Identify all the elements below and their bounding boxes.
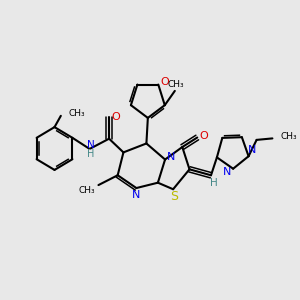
Text: O: O (111, 112, 120, 122)
Text: O: O (199, 131, 208, 141)
Text: N: N (132, 190, 140, 200)
Text: N: N (86, 140, 94, 150)
Text: CH₃: CH₃ (78, 186, 95, 195)
Text: CH₃: CH₃ (280, 131, 297, 140)
Text: N: N (248, 145, 256, 155)
Text: H: H (87, 149, 95, 159)
Text: S: S (170, 190, 178, 203)
Text: H: H (210, 178, 218, 188)
Text: O: O (160, 77, 169, 87)
Text: N: N (167, 152, 176, 162)
Text: CH₃: CH₃ (168, 80, 184, 89)
Text: CH₃: CH₃ (69, 109, 85, 118)
Text: N: N (223, 167, 232, 177)
